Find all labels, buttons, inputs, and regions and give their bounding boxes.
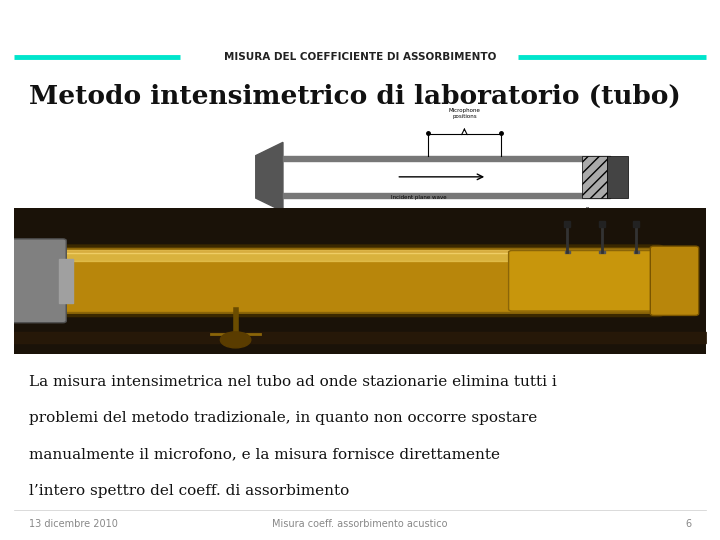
Bar <box>582 156 607 198</box>
Text: Porous
sample: Porous sample <box>585 207 604 218</box>
Text: Metodo intensimetrico di laboratorio (tubo): Metodo intensimetrico di laboratorio (tu… <box>29 84 680 109</box>
Circle shape <box>220 332 251 348</box>
Polygon shape <box>256 143 283 211</box>
Text: Rigid
backing: Rigid backing <box>607 215 628 226</box>
Text: 13 dicembre 2010: 13 dicembre 2010 <box>29 519 117 529</box>
FancyBboxPatch shape <box>650 246 698 315</box>
Text: manualmente il microfono, e la misura fornisce direttamente: manualmente il microfono, e la misura fo… <box>29 448 500 462</box>
Bar <box>607 156 628 198</box>
Text: Microphone
positions: Microphone positions <box>449 108 480 119</box>
FancyBboxPatch shape <box>508 251 657 311</box>
FancyBboxPatch shape <box>43 249 662 313</box>
Text: l’intero spettro del coeff. di assorbimento: l’intero spettro del coeff. di assorbime… <box>29 484 349 498</box>
FancyBboxPatch shape <box>42 244 664 317</box>
Text: Loudspeaker: Loudspeaker <box>252 224 287 228</box>
Text: problemi del metodo tradizionale, in quanto non occorre spostare: problemi del metodo tradizionale, in qua… <box>29 411 537 426</box>
Text: 6: 6 <box>685 519 691 529</box>
Text: La misura intensimetrica nel tubo ad onde stazionarie elimina tutti i: La misura intensimetrica nel tubo ad ond… <box>29 375 557 389</box>
Text: Incident plane wave: Incident plane wave <box>391 195 447 200</box>
Text: MISURA DEL COEFFICIENTE DI ASSORBIMENTO: MISURA DEL COEFFICIENTE DI ASSORBIMENTO <box>224 52 496 62</box>
FancyBboxPatch shape <box>11 239 66 323</box>
Text: Misura coeff. assorbimento acustico: Misura coeff. assorbimento acustico <box>272 519 448 529</box>
